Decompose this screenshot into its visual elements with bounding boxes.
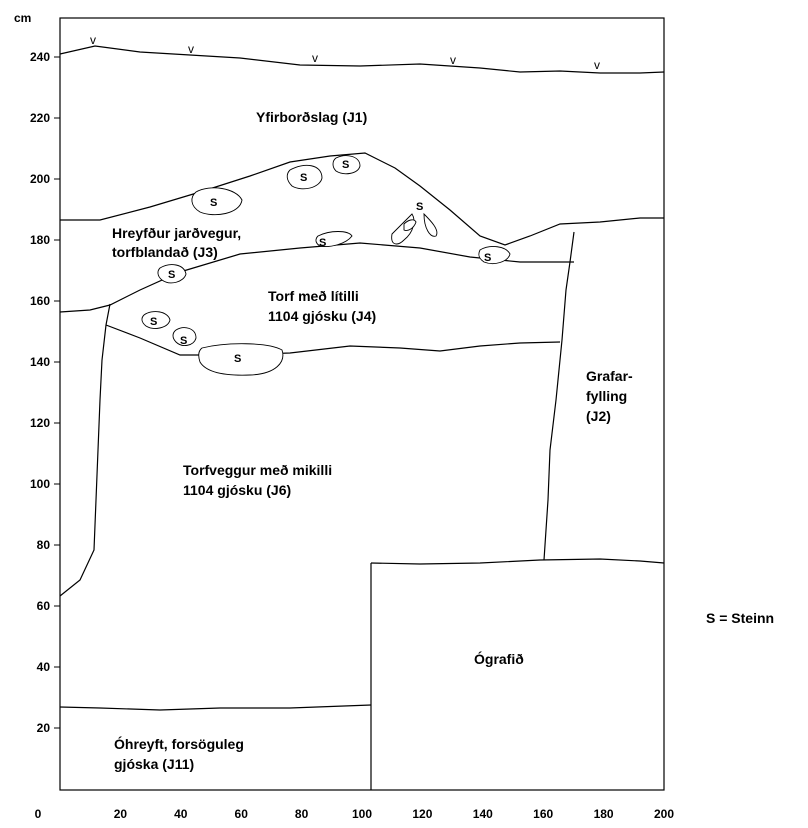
y-tick-label: 40 [37,660,51,674]
x-tick-label: 60 [235,807,249,821]
layer-label-line: Óhreyft, forsöguleg [114,735,244,752]
x-tick-label: 20 [114,807,128,821]
x-tick-label: 80 [295,807,309,821]
stone-label: S [234,353,241,365]
unexcavated-top [370,558,665,565]
pit-cut-left [59,303,111,597]
y-axis: 20 40 60 80 100 120 140 160 180 200 220 240 [30,50,60,735]
stone-fragment [423,212,438,237]
x-tick-label: 40 [174,807,188,821]
y-tick-label: 200 [30,172,50,186]
x-tick-label: 100 [352,807,372,821]
layer-label-line: torfblandað (J3) [112,244,218,260]
layer-label-j6: Torfveggur með mikilli 1104 gjósku (J6) [183,462,332,498]
stone-label: S [210,197,217,209]
surface-marker: v [450,53,456,67]
x-axis: 0 20 40 60 80 100 120 140 160 180 200 [35,807,675,821]
y-tick-label: 120 [30,416,50,430]
stone [315,231,353,247]
layer-label-line: Ógrafið [474,650,524,667]
x-tick-label: 160 [533,807,553,821]
stone-label: S [319,237,326,249]
stone [172,327,197,346]
y-tick-label: 180 [30,233,50,247]
surface-marker: v [90,33,96,47]
surface-markers: v v v v v [90,33,600,72]
boundary-j6-j11 [59,704,372,711]
stone-label: S [342,159,349,171]
x-tick-label: 120 [412,807,432,821]
layer-label-line: gjóska (J11) [114,756,194,772]
y-tick-label: 140 [30,355,50,369]
stone [332,155,361,175]
stone [286,164,323,190]
boundary-j1-j3 [60,152,664,246]
x-tick-label: 200 [654,807,674,821]
x-tick-label: 140 [473,807,493,821]
boundary-j4-j6 [105,324,561,356]
x-tick-label: 180 [594,807,614,821]
legend-text: S = Steinn [706,610,774,626]
y-tick-label: 100 [30,477,50,491]
stone-fragment [403,219,417,231]
y-tick-label: 20 [37,721,51,735]
layer-label-j4: Torf með lítilli 1104 gjósku (J4) [268,288,376,324]
surface-marker: v [188,42,194,56]
stone [157,264,187,284]
stone-label: S [300,172,307,184]
y-axis-unit: cm [14,11,31,25]
y-tick-label: 240 [30,50,50,64]
x-tick-label: 0 [35,807,42,821]
stone [478,246,511,265]
surface-line [59,45,665,74]
stone-label: S [150,316,157,328]
stone-label: S [416,201,423,213]
stone [191,187,243,216]
y-tick-label: 60 [37,599,51,613]
stone-label: S [168,269,175,281]
layer-label-line: (J2) [586,408,611,424]
layer-label-j11: Óhreyft, forsöguleg gjóska (J11) [114,735,244,772]
layer-label-line: Grafar- [586,368,633,384]
stones: S S S S S S S S S S [141,155,511,376]
layer-label-line: Torfveggur með mikilli [183,462,332,478]
surface-marker: v [312,51,318,65]
layer-label-unexcavated: Ógrafið [474,650,524,667]
layer-label-j2: Grafar- fylling (J2) [586,368,633,424]
stone-label: S [484,252,491,264]
layer-label-line: Yfirborðslag (J1) [256,109,367,125]
layer-label-line: Hreyfður jarðvegur, [112,225,241,241]
stone [198,343,284,376]
section-frame [59,17,665,791]
layer-label-line: 1104 gjósku (J4) [268,308,376,324]
layer-label-j1: Yfirborðslag (J1) [256,109,367,125]
y-tick-label: 80 [37,538,51,552]
layer-label-line: fylling [586,388,627,404]
surface-marker: v [594,58,600,72]
y-tick-label: 160 [30,294,50,308]
layer-label-line: 1104 gjósku (J6) [183,482,291,498]
pit-cut-right [543,231,575,561]
layer-label-j3: Hreyfður jarðvegur, torfblandað (J3) [112,225,241,260]
layer-label-line: Torf með lítilli [268,288,359,304]
boundary-j3-j4 [59,242,574,313]
y-tick-label: 220 [30,111,50,125]
stone-label: S [180,335,187,347]
stone [141,311,171,329]
